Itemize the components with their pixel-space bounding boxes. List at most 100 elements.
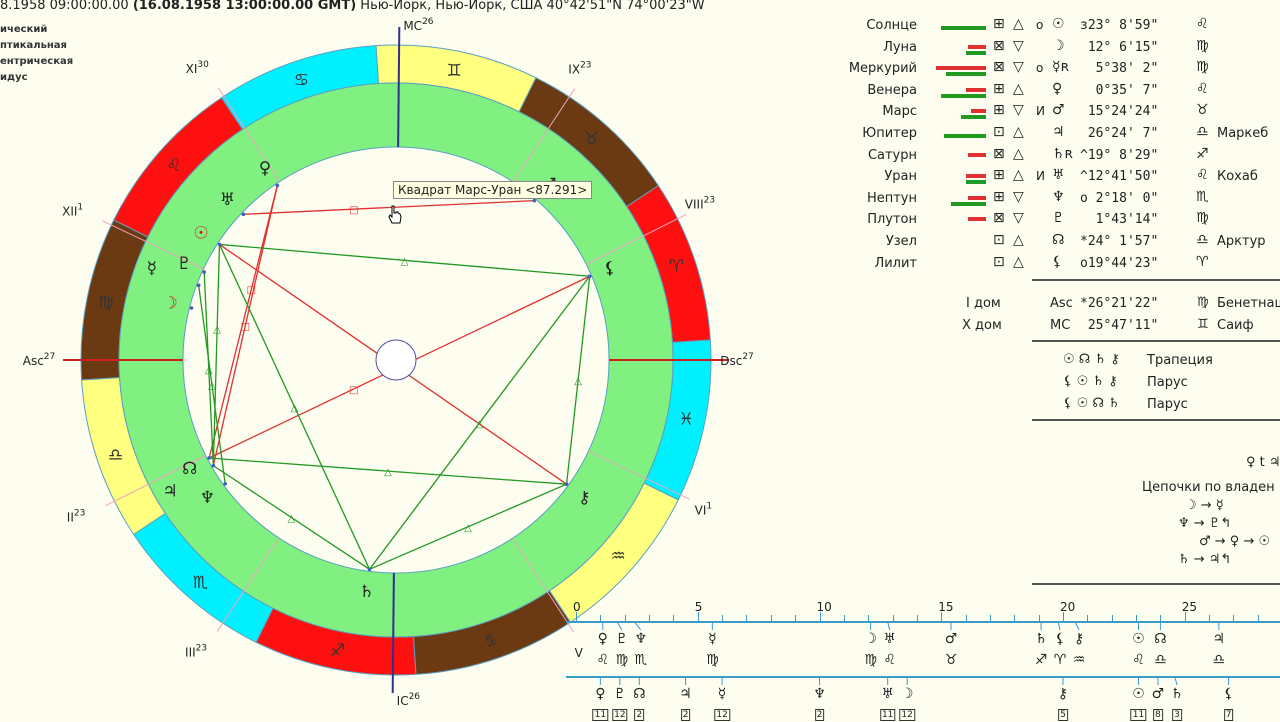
aspect-line-sun-jupiter[interactable] <box>212 244 221 466</box>
strength-bar-green <box>966 50 986 55</box>
house-number-box: 3 <box>1172 709 1182 721</box>
house-marker: 12 <box>714 704 730 722</box>
planet-row[interactable]: Узел ⊡ △ ☊ *24° 1'57" ♎ Арктур <box>840 232 1280 252</box>
chains-title: Цепочки по владен <box>1142 480 1275 495</box>
saturn-icon[interactable]: ♄ <box>359 582 374 602</box>
angle-label: Asc <box>1050 296 1073 311</box>
sign-gemini-icon: ♊ <box>1197 317 1209 332</box>
zodiac-sign-icon: ♏ <box>1196 188 1209 205</box>
aspect-line-mars-uranus[interactable] <box>243 200 535 215</box>
planet-glyph-icon: ♅ <box>1052 167 1065 184</box>
ruler-label: 20 <box>1060 600 1076 614</box>
place-coordinates: Нью-Йорк, Нью-Йорк, США 40°42'51"N 74°00… <box>356 0 705 13</box>
neptune-icon[interactable]: ♆ <box>200 488 215 508</box>
triangle-icon: ▽ <box>1013 59 1024 76</box>
ruler-label: 10 <box>816 600 832 614</box>
ruler-tick <box>600 615 602 622</box>
planet-row[interactable]: Плутон ⊠ ▽ ♇ 1°43'14" ♍ <box>840 210 1280 230</box>
lilith-icon[interactable]: ⚸ <box>604 259 616 279</box>
setting-label: идус <box>0 72 28 83</box>
element-icon: ⊠ <box>993 210 1005 227</box>
planet-row[interactable]: Лилит ⊡ △ ⚸ о19°44'23" ♈ <box>840 254 1280 274</box>
aspect-line-pluto-jupiter[interactable] <box>203 272 214 466</box>
aspect-line-mercury-neptune[interactable] <box>198 285 226 484</box>
ruler-sign-icon: ♍ <box>864 652 877 668</box>
ruler-sign-icon: ♎ <box>1212 652 1226 668</box>
aspect-line-sun-saturn[interactable] <box>218 244 371 570</box>
house-number-box: 7 <box>1223 709 1234 721</box>
planet-row[interactable]: Луна ⊠ ▽ ☽ 12° 6'15" ♍ <box>840 38 1280 58</box>
ruler-label: 5 <box>694 600 703 614</box>
planet-row[interactable]: Солнце ⊞ △ о ☉ з23° 8'59" ♌ <box>840 16 1280 36</box>
house-degree: 26 <box>422 17 434 27</box>
ruler-bottom-line <box>566 676 1280 678</box>
strength-bar-green <box>941 93 986 98</box>
ruler-tick <box>746 615 748 622</box>
ruler-planet-icon: ♂ <box>944 631 958 647</box>
sun-icon[interactable]: ☉ <box>193 223 208 243</box>
setting-label: ентрическая <box>0 56 74 67</box>
venus-icon[interactable]: ♀ <box>259 158 271 178</box>
chiron-icon[interactable]: ⚷ <box>578 488 590 508</box>
planet-row[interactable]: Марс ⊞ ▽ И ♂ 15°24'24" ♉ <box>840 102 1280 122</box>
planet-name: Солнце <box>866 18 917 33</box>
planet-name: Сатурн <box>867 147 917 163</box>
planet-point <box>275 183 280 188</box>
triangle-icon: △ <box>1013 124 1024 140</box>
planet-row[interactable]: Уран ⊞ △ И ♅ ^12°41'50" ♌ Кохаб <box>840 167 1280 187</box>
planet-row[interactable]: Венера ⊞ △ ♀ 0°35' 7" ♌ <box>840 81 1280 101</box>
house-degree: 23 <box>704 196 715 206</box>
aspect-line-lilith-chiron[interactable] <box>565 276 591 485</box>
house-numeral: II <box>67 510 74 524</box>
pluto-icon[interactable]: ♇ <box>177 254 192 274</box>
planet-row[interactable]: Меркурий ⊠ ▽ о ☿ʀ 5°38' 2" ♍ <box>840 59 1280 79</box>
ruler-tick <box>795 615 797 622</box>
jupiter-icon[interactable]: ♃ <box>162 482 177 502</box>
zodiac-sign-icon: ♈ <box>669 256 684 276</box>
strength-bar-red <box>936 66 986 71</box>
aspect-line-node-chiron[interactable] <box>209 457 567 485</box>
aspect-line-sun-lilith[interactable] <box>219 243 590 277</box>
planet-name: Узел <box>885 234 917 249</box>
ruler-tick <box>673 615 675 622</box>
moon-icon[interactable]: ☽ <box>163 294 178 314</box>
ruler-planet-icon: ☊ <box>633 686 646 702</box>
house-label: II23 <box>67 508 86 524</box>
mercury-icon[interactable]: ☿ <box>147 259 157 279</box>
ruler-planet-icon: ♃ <box>679 686 692 702</box>
config-glyphs: ☉ ☊ ♄ ⚷ <box>1063 352 1120 367</box>
natal-chart-wheel[interactable]: ♈♉♊♋♌♍♎♏♐ ♑♒♓Asc27II23III23IC26VVI1Dsc27V… <box>0 0 770 720</box>
aspect-line-lilith-saturn[interactable] <box>368 275 591 570</box>
strength-bar-green <box>941 26 986 30</box>
house-degree: 27 <box>742 352 753 362</box>
ruler-tick <box>1209 615 1211 622</box>
ruler-planet-icon: ☉ <box>1132 686 1145 702</box>
gmt-datetime: (16.08.1958 13:00:00.00 GMT) <box>132 0 357 13</box>
house-numeral: XII <box>62 205 77 219</box>
node-icon[interactable]: ☊ <box>182 459 197 479</box>
planet-row[interactable]: Сатурн ⊠ △ ♄ʀ ^19° 8'29" ♐ <box>840 146 1280 166</box>
zodiac-sign-icon: ♋ <box>294 71 309 91</box>
ruler-planet-icon: ☿ <box>708 631 717 647</box>
aspect-line-venus-node[interactable] <box>208 185 278 459</box>
house-numeral: IC <box>397 694 409 708</box>
planet-point <box>189 306 194 310</box>
aspect-line-venus-jupiter[interactable] <box>212 185 278 466</box>
house-numeral: Dsc <box>720 354 742 368</box>
planet-row[interactable]: Юпитер ⊡ △ ♃ 26°24' 7" ♎ Маркеб <box>840 124 1280 144</box>
ruler-tick <box>770 615 772 622</box>
trine-aspect-icon: △ <box>291 403 299 414</box>
triangle-icon: △ <box>1013 253 1024 270</box>
aspect-line-jupiter-saturn[interactable] <box>212 465 370 570</box>
zodiac-sign-icon: ♍ <box>1196 59 1209 76</box>
strength-bar-red <box>966 87 986 92</box>
aspect-line-saturn-chiron[interactable] <box>369 483 567 570</box>
planet-point <box>202 270 207 274</box>
uranus-icon[interactable]: ♅ <box>220 190 235 210</box>
house-marker: 12 <box>612 704 628 722</box>
ruler-tick <box>916 615 918 622</box>
square-aspect-icon: □ <box>241 322 250 333</box>
planet-point <box>564 482 569 487</box>
planet-position: 15°24'24" <box>1080 104 1159 120</box>
planet-row[interactable]: Нептун ⊞ ▽ ♆ о 2°18' 0" ♏ <box>840 189 1280 209</box>
